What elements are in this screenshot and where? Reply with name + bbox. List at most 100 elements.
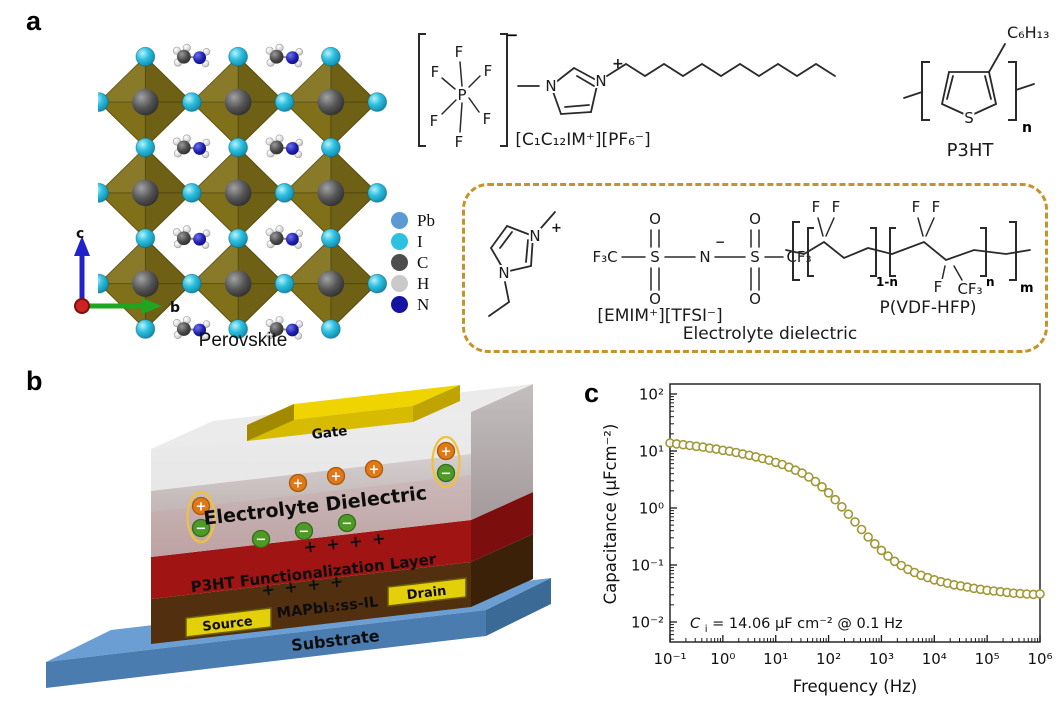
panel-b-label: b	[26, 366, 43, 396]
y-tick-label: 10⁰	[639, 500, 664, 518]
nitrogen-atom	[193, 142, 207, 155]
cation-symbol: +	[326, 466, 346, 486]
pf6-anion-structure: − P F F F F F F	[418, 26, 517, 153]
carbon-atom	[176, 322, 191, 336]
n-atom: N	[595, 72, 606, 90]
gate-label: Gate	[311, 423, 348, 443]
svg-text:+: +	[196, 500, 207, 515]
data-point	[869, 539, 880, 549]
data-point	[850, 517, 860, 527]
anion-symbol: −	[294, 521, 314, 541]
data-point	[863, 532, 874, 542]
lead-atom	[317, 179, 345, 207]
s-atom: S	[964, 109, 974, 127]
methylammonium-molecule	[265, 134, 304, 159]
n-atom: N	[529, 227, 540, 245]
cation-symbol: +	[191, 496, 211, 516]
y-tick-label: 10⁻²	[631, 614, 664, 632]
methylammonium-molecule	[172, 43, 211, 68]
legend-color-dot	[391, 296, 408, 313]
p3ht-structure: n S C₆H₁₃	[903, 23, 1049, 136]
o-atom: O	[749, 210, 761, 228]
pvdf-label: P(VDF-HFP)	[879, 298, 977, 318]
x-tick-label: 10⁶	[1027, 650, 1052, 668]
hydrogen-atom	[202, 320, 211, 328]
octahedron-highlight	[284, 147, 331, 193]
f-atom: F	[832, 198, 841, 216]
data-point	[837, 502, 847, 512]
octahedron-shade	[330, 147, 378, 239]
legend-color-dot	[391, 254, 408, 271]
iodine-atom	[367, 182, 388, 203]
iodine-atom	[181, 182, 202, 203]
legend-label: H	[417, 274, 430, 293]
lead-atom	[132, 88, 159, 116]
p3ht-sub-n: n	[1022, 120, 1032, 136]
iodine-atom	[228, 228, 248, 249]
methylammonium-molecule	[172, 134, 211, 159]
data-point	[817, 482, 827, 492]
carbon-atom	[269, 49, 284, 64]
p3ht-front-face	[151, 520, 471, 599]
emim-charge: +	[551, 221, 562, 236]
gate-top-face	[247, 385, 460, 425]
iodine-atom	[135, 319, 156, 339]
hydrogen-atom	[295, 320, 304, 328]
iodine-atom	[367, 92, 388, 112]
encapsulation-band	[151, 412, 471, 491]
legend-row: C	[391, 252, 435, 273]
substrate-front-face	[46, 610, 486, 688]
tfsi-charge: −	[715, 235, 725, 249]
c1c12im-cation-structure: N N +	[517, 56, 836, 115]
p3ht-label: P3HT	[946, 140, 994, 161]
panel-a-label: a	[26, 6, 42, 36]
capacitance-annotation: C i = 14.06 μF cm⁻² @ 0.1 Hz	[690, 616, 903, 636]
octahedron-shade	[145, 147, 192, 239]
cation-symbol: +	[436, 441, 456, 461]
data-point	[883, 551, 893, 561]
y-axis-label: Capacitance (μFcm⁻²)	[601, 424, 620, 605]
methylammonium-molecule	[265, 225, 304, 249]
iodine-atom	[135, 137, 156, 158]
source-label: Source	[202, 614, 254, 635]
iodine-atom	[181, 92, 202, 112]
octahedron-shade	[330, 56, 378, 148]
nitrogen-atom	[285, 51, 299, 65]
gate-left-face	[247, 404, 294, 441]
panel-c-label: c	[584, 378, 600, 408]
carbon-atom	[176, 231, 191, 246]
perovskite-caption: Perovskite	[198, 330, 288, 351]
x-axis-label: Frequency (Hz)	[793, 677, 917, 696]
legend-row: N	[391, 294, 435, 315]
iodine-atom	[320, 137, 341, 158]
data-point	[830, 494, 840, 505]
iodine-atom	[320, 228, 341, 249]
anion-symbol: −	[337, 513, 357, 533]
legend-row: Pb	[391, 210, 435, 231]
carbon-atom	[176, 49, 191, 64]
cation-symbol: +	[364, 459, 384, 479]
lead-atom	[132, 179, 159, 207]
data-point	[810, 476, 821, 487]
nitrogen-atom	[285, 232, 299, 246]
f-atom: F	[934, 278, 943, 296]
nitrogen-atom	[193, 232, 207, 246]
hydrogen-atom	[202, 229, 211, 238]
svg-text:−: −	[441, 467, 452, 482]
x-tick-label: 10⁻¹	[653, 650, 686, 668]
octahedron-shade	[238, 147, 285, 239]
f-atom: F	[455, 43, 464, 61]
drain-pad	[387, 577, 467, 607]
octahedron-highlight	[284, 56, 331, 103]
x-tick-label: 10¹	[763, 650, 788, 668]
data-point	[876, 545, 887, 556]
nitrogen-atom	[193, 51, 207, 65]
n-atom: N	[498, 264, 509, 282]
svg-text:−: −	[299, 525, 310, 540]
dashed-box-label: Electrolyte dielectric	[682, 324, 858, 344]
atom-legend: Pb I C H N	[391, 210, 435, 315]
dielectric-tint	[151, 475, 471, 557]
lead-atom	[132, 270, 159, 297]
y-tick-label: 10⁻¹	[631, 557, 664, 575]
gate-front-face	[247, 406, 413, 441]
